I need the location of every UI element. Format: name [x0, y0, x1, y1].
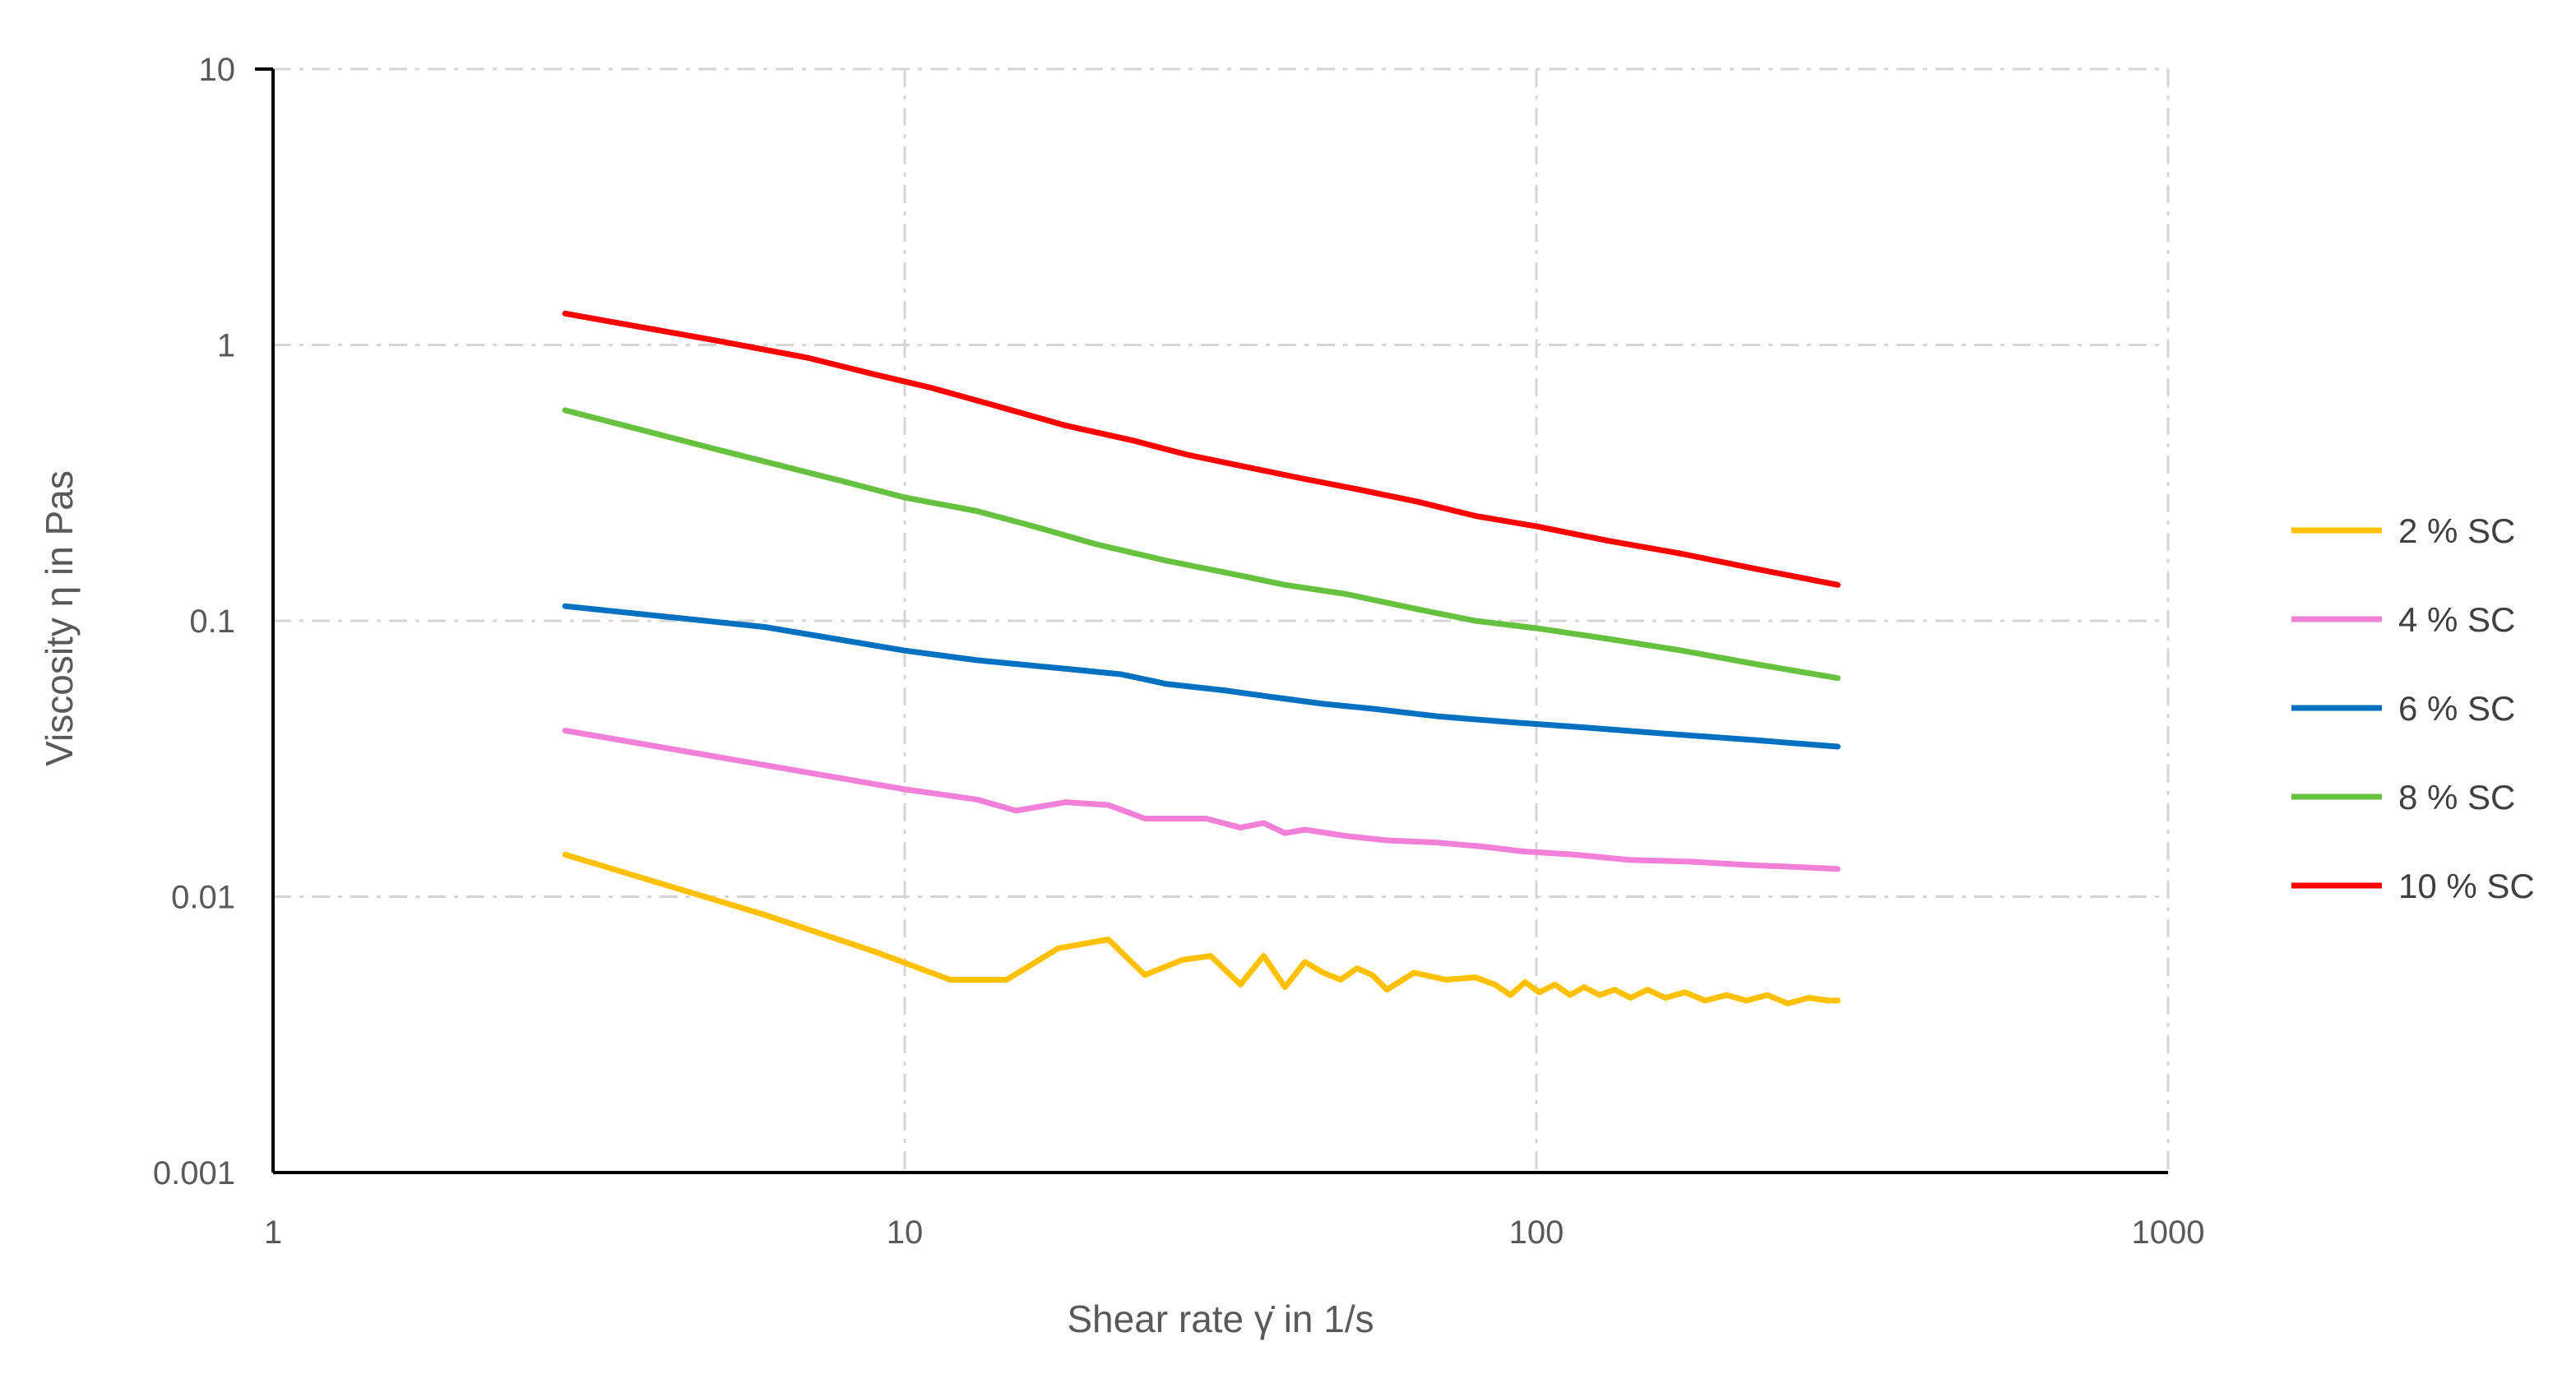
series-line-5	[562, 310, 1841, 588]
x-tick-label: 1000	[2132, 1214, 2205, 1251]
legend-label-4: 8 % SC	[2398, 778, 2515, 817]
y-axis-label: Viscosity η in Pas	[38, 470, 81, 766]
grid-lines	[273, 67, 2170, 1173]
series-line-1	[562, 851, 1841, 1006]
legend-label-2: 4 % SC	[2398, 600, 2515, 639]
axes	[255, 67, 2168, 1174]
y-tick-label: 0.001	[153, 1155, 235, 1191]
x-axis-label: Shear rate γ̇ in 1/s	[1067, 1298, 1374, 1340]
legend-label-1: 2 % SC	[2398, 511, 2515, 550]
x-tick-label: 1	[264, 1214, 282, 1251]
y-tick-label: 1	[217, 328, 235, 364]
tick-labels: 0.001 0.01 0.1 1 10 1 10 100 1000	[153, 52, 2205, 1251]
legend: 2 % SC 4 % SC 6 % SC 8 % SC 10 % SC	[2291, 511, 2535, 905]
series-line-4	[562, 407, 1841, 682]
x-tick-label: 100	[1509, 1214, 1564, 1251]
legend-label-5: 10 % SC	[2398, 867, 2535, 905]
y-tick-label: 0.1	[189, 604, 235, 640]
series-line-2	[562, 728, 1841, 872]
x-tick-label: 10	[887, 1214, 924, 1251]
y-tick-label: 0.01	[171, 880, 235, 916]
legend-label-3: 6 % SC	[2398, 689, 2515, 728]
series-line-3	[562, 603, 1841, 750]
series-lines	[562, 310, 1841, 1006]
y-tick-label: 10	[199, 52, 236, 88]
